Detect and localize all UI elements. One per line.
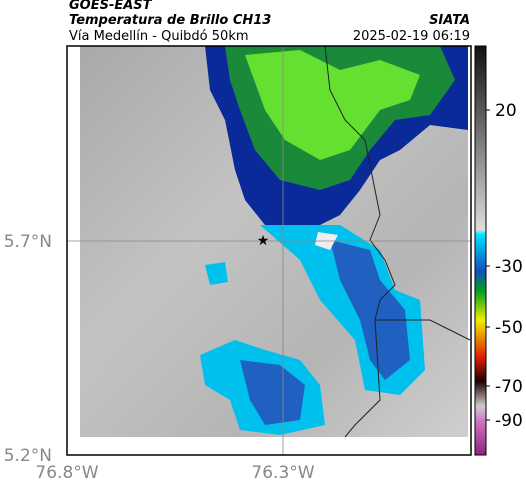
lon-label: 76.8°W <box>35 463 98 483</box>
map-frame <box>66 45 472 456</box>
source-title: GOES-EAST <box>69 0 153 13</box>
location-marker: ★ <box>257 233 270 249</box>
lon-label: 76.3°W <box>251 463 314 483</box>
agency-label: SIATA <box>429 13 470 28</box>
colorbar-label: -70 <box>495 377 523 397</box>
colorbar-label: -30 <box>495 257 523 277</box>
route-label: Vía Medellín - Quibdó 50km <box>69 29 249 44</box>
product-title: Temperatura de Brillo CH13 <box>69 13 271 28</box>
colorbar-label: -50 <box>495 318 523 338</box>
lat-label: 5.2°N <box>4 446 52 466</box>
satellite-image <box>80 45 471 438</box>
colorbar-label: 20 <box>495 101 517 121</box>
colorbar <box>474 45 487 456</box>
lat-label: 5.7°N <box>4 232 52 252</box>
colorbar-label: -90 <box>495 411 523 431</box>
timestamp: 2025-02-19 06:19 <box>353 29 470 44</box>
